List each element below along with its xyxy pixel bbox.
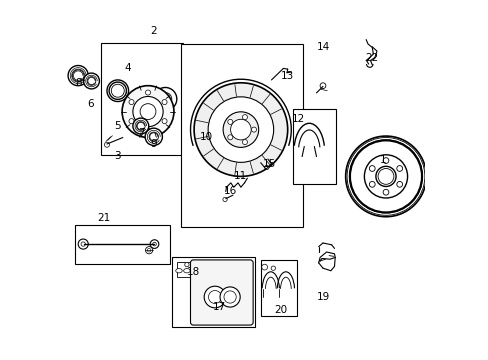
Circle shape: [346, 138, 424, 215]
Circle shape: [133, 118, 148, 134]
Circle shape: [129, 119, 134, 124]
Text: 6: 6: [87, 99, 94, 109]
Text: 5: 5: [114, 121, 121, 131]
Circle shape: [145, 247, 152, 254]
Circle shape: [382, 158, 388, 163]
Text: 11: 11: [234, 171, 247, 181]
Bar: [260, 260, 297, 316]
Text: 13: 13: [281, 71, 294, 81]
Bar: [292, 109, 336, 184]
Circle shape: [149, 132, 158, 141]
Circle shape: [72, 70, 84, 81]
Circle shape: [111, 84, 124, 97]
Text: 15: 15: [263, 159, 276, 169]
Bar: [172, 257, 255, 327]
Circle shape: [223, 112, 258, 147]
Text: 1: 1: [379, 155, 386, 165]
Bar: [201, 277, 213, 313]
Circle shape: [87, 77, 96, 85]
Text: 12: 12: [291, 114, 305, 124]
Text: 19: 19: [316, 292, 329, 302]
Circle shape: [208, 97, 273, 162]
Circle shape: [107, 80, 128, 102]
Circle shape: [162, 119, 167, 124]
Bar: [177, 262, 198, 277]
Circle shape: [194, 83, 287, 176]
Circle shape: [145, 128, 150, 133]
Circle shape: [145, 90, 150, 95]
Circle shape: [345, 136, 426, 217]
Circle shape: [224, 291, 236, 303]
Circle shape: [153, 87, 177, 111]
Circle shape: [375, 166, 395, 186]
Text: 4: 4: [124, 63, 131, 73]
Circle shape: [133, 96, 163, 127]
Circle shape: [104, 142, 109, 147]
FancyBboxPatch shape: [190, 260, 253, 325]
Circle shape: [251, 127, 256, 132]
Text: 10: 10: [200, 132, 213, 142]
Bar: [101, 43, 183, 155]
Circle shape: [368, 166, 374, 171]
Circle shape: [129, 100, 134, 105]
Text: 14: 14: [316, 42, 330, 52]
Circle shape: [152, 242, 156, 246]
Circle shape: [147, 248, 151, 252]
Circle shape: [83, 73, 99, 89]
Circle shape: [81, 242, 85, 246]
Circle shape: [68, 66, 88, 86]
Circle shape: [396, 181, 402, 187]
Circle shape: [208, 291, 221, 303]
Circle shape: [122, 86, 174, 138]
Circle shape: [78, 239, 88, 249]
Text: 16: 16: [223, 186, 236, 196]
Circle shape: [270, 266, 275, 270]
Text: 20: 20: [273, 305, 286, 315]
Text: 22: 22: [365, 53, 378, 63]
Text: 18: 18: [186, 267, 200, 277]
Circle shape: [377, 168, 393, 184]
Bar: [181, 44, 303, 227]
Bar: [199, 274, 215, 317]
Circle shape: [140, 104, 156, 120]
Circle shape: [145, 128, 162, 145]
Circle shape: [223, 197, 227, 202]
Circle shape: [320, 83, 325, 89]
Text: 7: 7: [138, 128, 145, 138]
Text: 3: 3: [114, 150, 121, 161]
Circle shape: [264, 165, 268, 170]
Circle shape: [230, 119, 251, 140]
Circle shape: [396, 166, 402, 171]
Circle shape: [227, 120, 232, 125]
Circle shape: [368, 181, 374, 187]
Circle shape: [150, 240, 159, 248]
Circle shape: [136, 122, 145, 130]
Circle shape: [227, 135, 232, 140]
Circle shape: [162, 100, 167, 105]
Circle shape: [242, 114, 247, 120]
Ellipse shape: [183, 269, 190, 273]
Circle shape: [242, 140, 247, 145]
Circle shape: [220, 287, 240, 307]
Circle shape: [184, 262, 189, 267]
Circle shape: [204, 286, 225, 308]
Text: 2: 2: [150, 26, 157, 36]
Circle shape: [364, 155, 407, 198]
Circle shape: [159, 93, 171, 105]
Circle shape: [261, 264, 267, 270]
Text: 9: 9: [150, 139, 157, 149]
Circle shape: [382, 189, 388, 195]
Text: 17: 17: [212, 302, 225, 312]
Circle shape: [349, 140, 421, 212]
Circle shape: [350, 141, 420, 211]
Bar: [75, 225, 169, 264]
Text: 8: 8: [75, 78, 81, 88]
Ellipse shape: [175, 269, 182, 273]
Text: 21: 21: [97, 213, 110, 223]
Circle shape: [348, 140, 422, 213]
